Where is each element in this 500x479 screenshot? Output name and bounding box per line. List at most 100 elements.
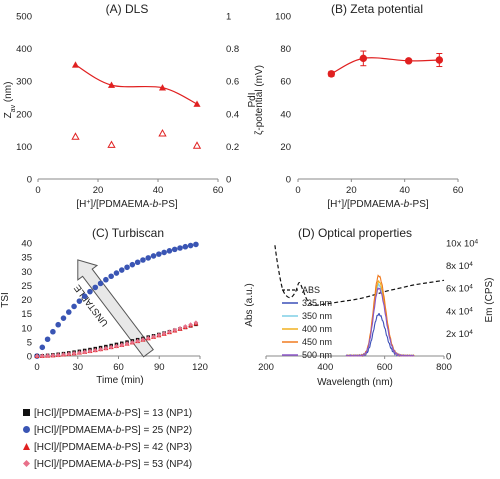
y-tick-label: 200 [16, 109, 32, 120]
x-tick-label: 0 [295, 185, 300, 196]
np2-point [171, 246, 178, 253]
y-tick-label: 1 [226, 12, 231, 23]
y-tick-label: 0 [27, 352, 32, 363]
x-tick-label: 90 [154, 362, 165, 373]
y-tick-label: 400 [16, 44, 32, 55]
y-tick-label: 300 [16, 77, 32, 88]
np2-point [113, 270, 120, 276]
x-tick-label: 60 [113, 362, 124, 373]
np4-point [50, 353, 56, 358]
legend-row-np2: [HCl]/[PDMAEMA-b -PS] = 25 (NP2) [20, 422, 192, 439]
abs-curve [274, 245, 445, 306]
np2-point [140, 257, 146, 263]
legend-label: 350 nm [302, 311, 332, 321]
x-tick-label: 0 [35, 185, 40, 196]
y2-tick-label: 6x 104 [446, 283, 473, 295]
y-tick-label: 40 [280, 109, 291, 120]
y-tick-label: 0 [226, 175, 231, 186]
np4-point [183, 324, 188, 329]
x-tick-label: 20 [346, 185, 357, 196]
np4-point [167, 329, 172, 335]
panel-b-title: (B) Zeta potential [331, 2, 423, 16]
y2-tick-label: 0 [446, 352, 451, 363]
panel-d-x-label: Wavelength (nm) [317, 377, 393, 388]
pdi-point [71, 132, 80, 140]
x-tick-label: 0 [34, 362, 39, 373]
pdi-point [107, 140, 116, 148]
np2-point [92, 284, 99, 291]
np4-point [77, 350, 82, 356]
np4-point [151, 334, 156, 339]
np4-point [145, 335, 151, 341]
np2-point [108, 273, 114, 280]
legend-np3-pre: [HCl]/[PDMAEMA- [34, 442, 116, 453]
y-tick-label: 60 [280, 77, 291, 88]
panel-a-title: (A) DLS [106, 2, 149, 16]
np2-point [44, 336, 51, 343]
emission-curve-400-nm [346, 280, 415, 357]
legend-np1-pre: [HCl]/[PDMAEMA- [34, 408, 116, 419]
np4-point [34, 353, 40, 359]
y2-tick-label: 2x 104 [446, 328, 473, 340]
legend-np4-post: -PS] = 53 (NP4) [121, 459, 193, 470]
np2-point [81, 293, 88, 300]
np4-point [108, 344, 114, 350]
np2-point [87, 288, 93, 295]
np2-point [134, 259, 141, 266]
zav-point [107, 81, 116, 88]
zeta-point [327, 70, 336, 78]
panel-c-title: (C) Turbiscan [92, 226, 164, 240]
panel-c-turbiscan: (C) Turbiscan 0 30 60 90 120 0 5 10 15 20 25 30 35 4… [0, 226, 208, 386]
legend-row-np3: [HCl]/[PDMAEMA-b -PS] = 42 (NP3) [20, 439, 192, 456]
np4-point [61, 352, 66, 357]
y-tick-label: 5 [27, 337, 32, 348]
x-tick-label: 60 [213, 185, 224, 196]
y-tick-label: 100 [275, 12, 291, 23]
np4-point [135, 338, 140, 344]
panel-b-x-label: [H+]/[PDMAEMA-b-PS] [327, 199, 429, 211]
y-tick-label: 35 [21, 253, 32, 264]
np4-point [193, 320, 199, 325]
panel-b-zeta: (B) Zeta potential 0 20 40 60 020406080100 … [254, 2, 463, 210]
y-tick-label: 0.2 [226, 142, 239, 153]
np4-point [55, 352, 61, 358]
legend-np4-pre: [HCl]/[PDMAEMA- [34, 459, 116, 470]
np2-point [156, 251, 162, 257]
y-tick-label: 20 [280, 142, 291, 153]
zav-point [71, 61, 80, 68]
triangle-marker-icon [20, 442, 32, 453]
y-tick-label: 25 [21, 281, 32, 292]
legend-label: 500 nm [302, 350, 332, 360]
y-tick-label: 10 [21, 323, 32, 334]
x-tick-label: 30 [72, 362, 83, 373]
panel-c-y-label: TSI [0, 292, 11, 308]
y-tick-label: 500 [16, 12, 32, 23]
np4-point [130, 340, 135, 345]
y-tick-label: 40 [21, 239, 32, 250]
np2-point [60, 315, 67, 321]
legend-np1-italic: b [115, 408, 122, 419]
x-tick-label: 800 [436, 362, 452, 373]
y2-tick-label: 10x 104 [446, 238, 479, 250]
bottom-legend: [HCl]/[PDMAEMA-b -PS] = 13 (NP1) [HCl]/[P… [20, 405, 192, 473]
y-tick-label: 0.4 [226, 109, 239, 120]
y2-tick-label: 4x 104 [446, 306, 473, 318]
np2-point [150, 253, 157, 259]
np4-point [87, 348, 93, 354]
legend-np2-italic: b [115, 425, 122, 436]
np4-point [161, 331, 167, 336]
panel-a-dls: (A) DLS 0 20 40 60 0 100 200 300 400 500 0 0.2 0.4… [3, 2, 258, 210]
np2-point [50, 328, 56, 335]
np4-point [92, 347, 98, 353]
np2-point [76, 298, 83, 304]
panel-c-x-label: Time (min) [96, 375, 143, 386]
x-tick-label: 120 [192, 362, 208, 373]
square-marker-icon [20, 408, 32, 419]
np4-point [82, 349, 87, 355]
pdi-point [158, 129, 167, 137]
y-tick-label: 30 [21, 267, 32, 278]
y-tick-label: 0.8 [226, 44, 239, 55]
np2-point [97, 280, 104, 287]
y2-tick-label: 8x 104 [446, 261, 473, 273]
np2-point [103, 276, 109, 283]
